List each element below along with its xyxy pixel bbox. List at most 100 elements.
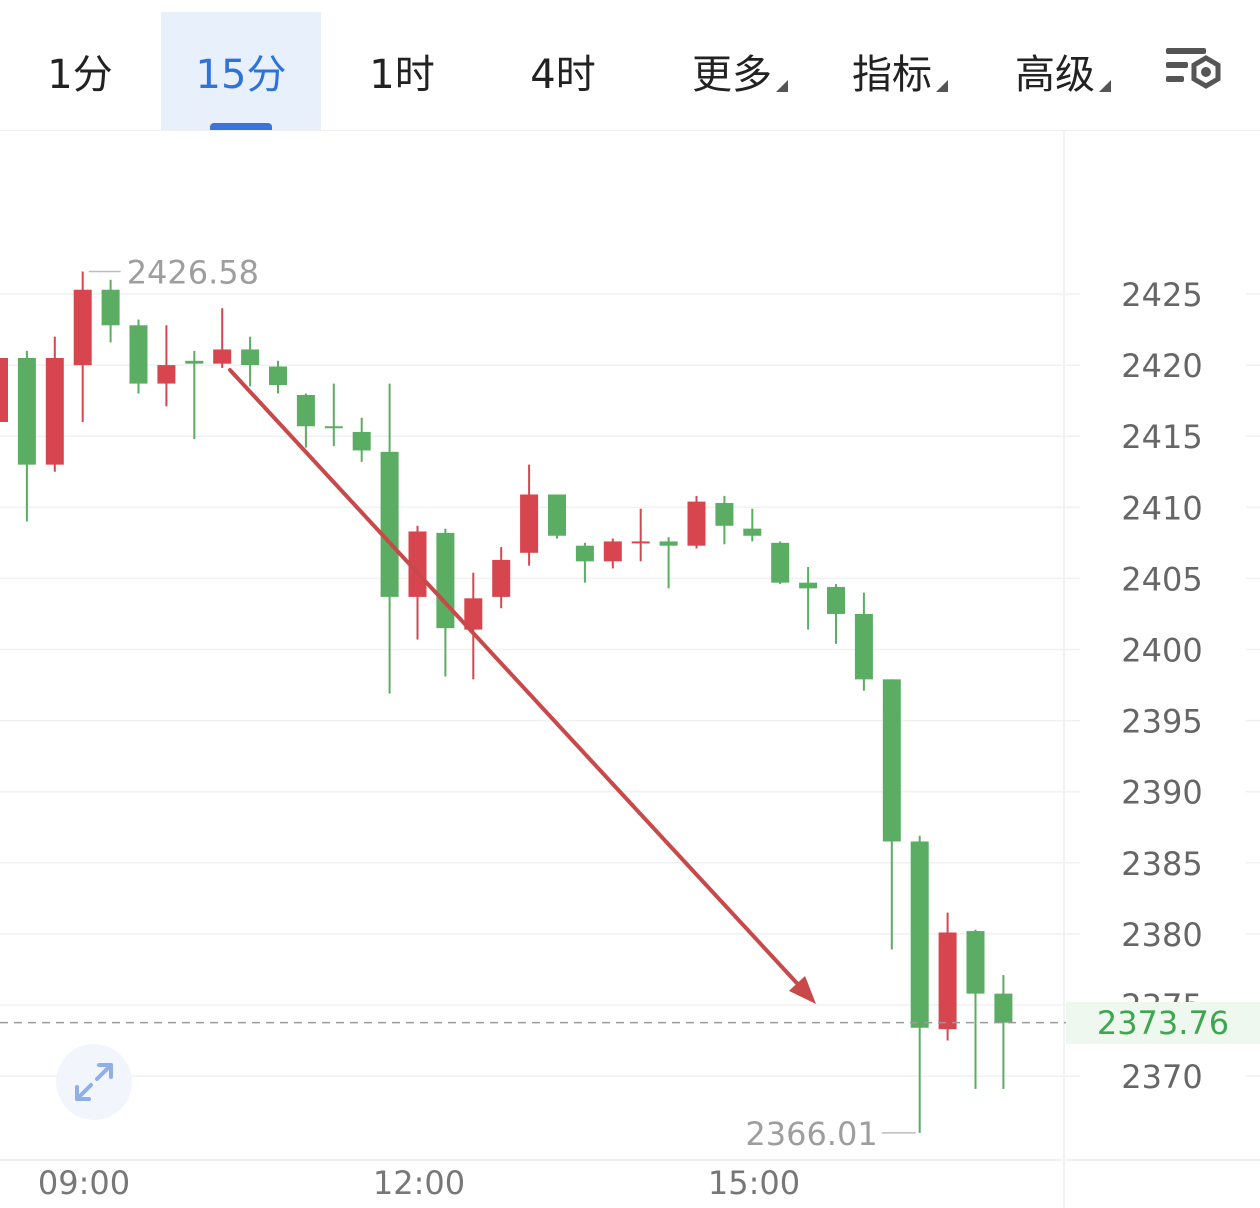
candle-body bbox=[129, 325, 148, 384]
candle-body bbox=[380, 451, 399, 597]
candle bbox=[659, 537, 678, 589]
candle-body bbox=[296, 394, 315, 427]
candle-body bbox=[352, 431, 371, 451]
chart-grid bbox=[0, 130, 1260, 1208]
candles-layer bbox=[0, 271, 1013, 1133]
candle bbox=[492, 547, 511, 609]
candle-body bbox=[436, 532, 455, 629]
high-price-label: 2426.58 bbox=[127, 254, 259, 292]
x-tick-label: 12:00 bbox=[373, 1164, 465, 1202]
tab-label: 1时 bbox=[369, 52, 435, 98]
candle-body bbox=[882, 679, 901, 842]
y-tick-label: 2370 bbox=[1121, 1058, 1202, 1096]
dropdown-caret-icon bbox=[1099, 80, 1111, 92]
candle bbox=[603, 538, 622, 569]
candle bbox=[687, 495, 706, 549]
trend-arrow-line bbox=[228, 368, 808, 995]
x-tick-label: 15:00 bbox=[708, 1164, 800, 1202]
y-tick-label: 2410 bbox=[1121, 489, 1202, 527]
candle bbox=[854, 592, 873, 691]
y-tick-label: 2380 bbox=[1121, 916, 1202, 954]
y-tick-label: 2405 bbox=[1121, 560, 1202, 598]
active-tab-indicator bbox=[210, 123, 272, 130]
tab-15min[interactable]: 15分 bbox=[161, 12, 321, 130]
tab-4hour[interactable]: 4时 bbox=[483, 12, 643, 130]
candle bbox=[73, 271, 92, 422]
candle bbox=[715, 495, 734, 545]
candle bbox=[101, 279, 120, 343]
candle-body bbox=[213, 349, 232, 364]
candle bbox=[241, 336, 260, 387]
candle bbox=[185, 350, 204, 440]
candle bbox=[827, 584, 845, 644]
candle bbox=[771, 541, 790, 585]
candle bbox=[575, 542, 594, 583]
current-price-tag: 2373.76 bbox=[1066, 1002, 1260, 1044]
candle bbox=[352, 417, 371, 462]
candle bbox=[631, 508, 650, 562]
tab-1min[interactable]: 1分 bbox=[0, 12, 160, 130]
y-tick-label: 2420 bbox=[1121, 347, 1202, 385]
candle-body bbox=[575, 545, 594, 562]
candle-body bbox=[910, 841, 929, 1028]
tab-label: 15分 bbox=[195, 52, 287, 98]
candle-body bbox=[73, 289, 92, 366]
candle-body bbox=[687, 501, 706, 546]
expand-icon bbox=[75, 1063, 113, 1101]
candle bbox=[157, 325, 176, 407]
candle-body bbox=[966, 931, 985, 994]
candle-body bbox=[185, 360, 204, 364]
candle bbox=[882, 679, 901, 950]
candle bbox=[966, 929, 985, 1089]
candle-body bbox=[771, 542, 790, 583]
candle-body bbox=[631, 541, 650, 544]
candle-body bbox=[548, 494, 566, 536]
expand-chart-button[interactable] bbox=[56, 1044, 132, 1120]
candle bbox=[938, 912, 957, 1041]
candle-body bbox=[45, 357, 64, 465]
tab-label: 高级 bbox=[1015, 52, 1095, 98]
candle bbox=[0, 357, 8, 422]
candle-body bbox=[492, 559, 511, 597]
time-axis: 09:00 12:00 15:00 bbox=[38, 1164, 800, 1202]
candle bbox=[910, 835, 929, 1133]
tab-advanced[interactable]: 高级 bbox=[983, 12, 1143, 130]
candle-body bbox=[743, 528, 762, 536]
candle-body bbox=[269, 366, 287, 386]
annotation-layer: 2426.58 2366.01 bbox=[0, 254, 1066, 1153]
candle bbox=[743, 508, 762, 542]
candle bbox=[380, 383, 399, 694]
candle-body bbox=[241, 349, 260, 366]
candle bbox=[324, 383, 343, 447]
candle-body bbox=[827, 586, 845, 614]
candle-body bbox=[715, 503, 734, 526]
tab-1hour[interactable]: 1时 bbox=[322, 12, 482, 130]
tab-more[interactable]: 更多 bbox=[660, 12, 820, 130]
candle bbox=[408, 525, 427, 640]
candle bbox=[994, 975, 1013, 1089]
y-tick-label: 2385 bbox=[1121, 845, 1202, 883]
candle bbox=[296, 393, 315, 448]
tab-label: 指标 bbox=[852, 52, 932, 98]
candle bbox=[213, 308, 232, 368]
candle bbox=[45, 336, 64, 472]
candle-body bbox=[994, 993, 1013, 1023]
low-price-label: 2366.01 bbox=[745, 1115, 877, 1153]
tab-label: 4时 bbox=[530, 52, 596, 98]
candle-body bbox=[854, 613, 873, 680]
chart-settings-button[interactable] bbox=[1162, 44, 1222, 100]
candle-body bbox=[659, 541, 678, 546]
y-tick-label: 2390 bbox=[1121, 774, 1202, 812]
candle-body bbox=[0, 357, 8, 422]
candle bbox=[269, 360, 287, 394]
y-tick-label: 2395 bbox=[1121, 703, 1202, 741]
price-axis: 2425 2420 2415 2410 2405 2400 2395 2390 2385 2380… bbox=[1121, 276, 1202, 1096]
y-tick-label: 2400 bbox=[1121, 632, 1202, 670]
candle-body bbox=[938, 932, 957, 1030]
y-tick-label: 2425 bbox=[1121, 276, 1202, 314]
candle-body bbox=[603, 541, 622, 562]
tab-indicators[interactable]: 指标 bbox=[820, 12, 980, 130]
candle bbox=[799, 567, 818, 630]
chart-settings-icon bbox=[1166, 48, 1221, 89]
